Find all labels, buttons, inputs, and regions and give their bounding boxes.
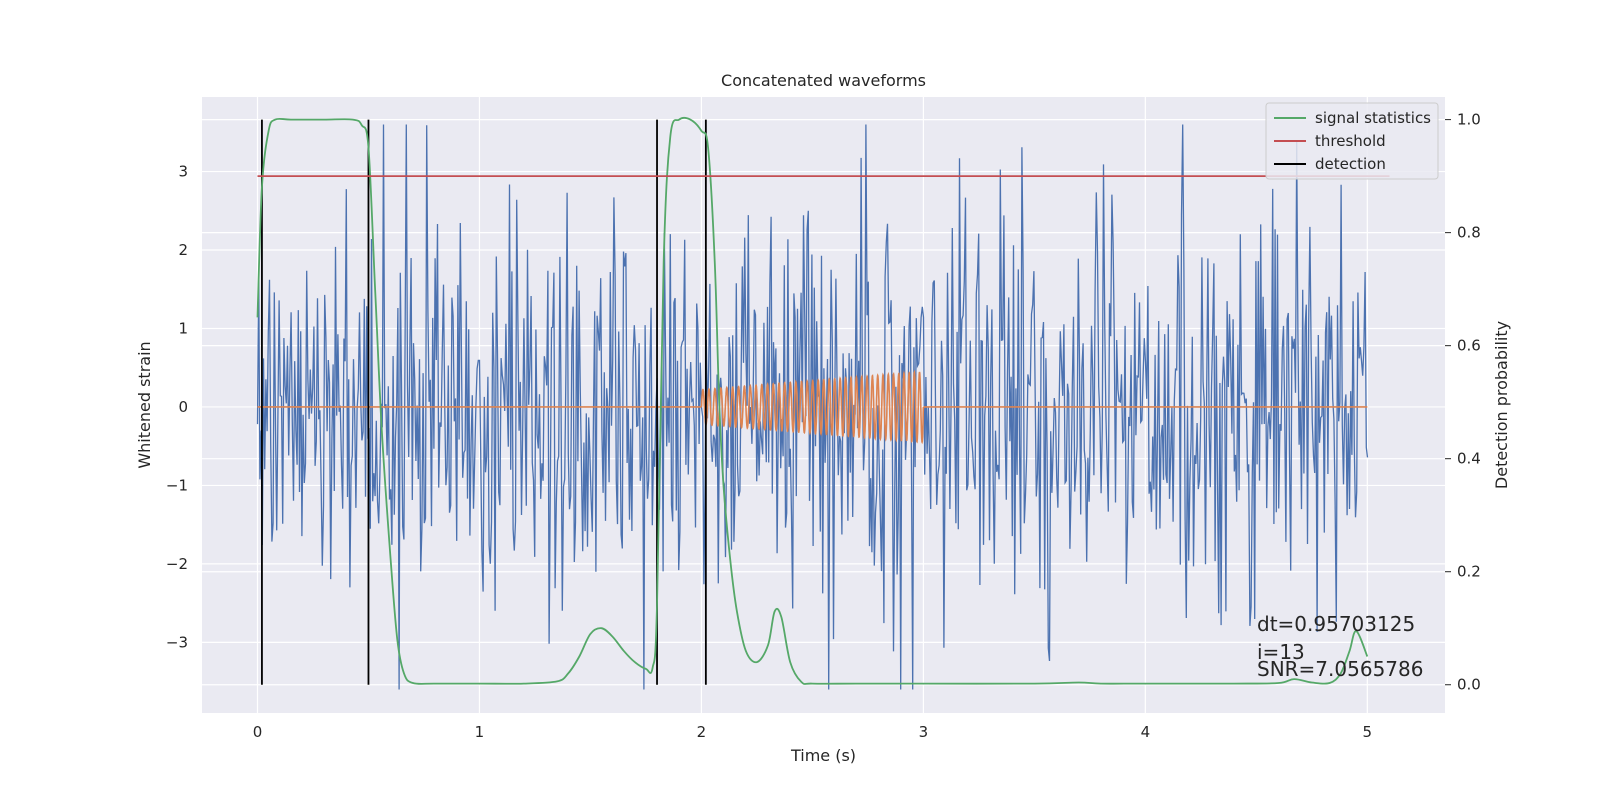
x-axis-label: Time (s): [790, 746, 856, 765]
annotation-text: SNR=7.0565786: [1257, 657, 1423, 681]
annotation-text: i=13: [1257, 640, 1305, 664]
y-right-tick-label: 0.4: [1457, 450, 1481, 468]
x-tick-label: 1: [475, 723, 485, 741]
y-tick-label: −3: [166, 633, 188, 651]
y-axis-right-label: Detection probability: [1492, 321, 1511, 489]
y-axis-label: Whitened strain: [135, 341, 154, 468]
y-tick-label: −2: [166, 555, 188, 573]
waveform-line: [700, 369, 925, 445]
legend-label: threshold: [1315, 132, 1386, 150]
y-right-tick-label: 0.6: [1457, 337, 1481, 355]
x-tick-label: 0: [253, 723, 263, 741]
signal-statistics-line: [256, 116, 1369, 685]
y-tick-label: −1: [166, 476, 188, 494]
legend-label: detection: [1315, 155, 1386, 173]
legend: signal statistics threshold detection: [1265, 102, 1439, 180]
y-right-tick-label: 0.8: [1457, 224, 1481, 242]
legend-box: [1265, 102, 1439, 180]
y-right-tick-label: 1.0: [1457, 111, 1481, 129]
y-tick-label: 0: [178, 398, 188, 416]
y-right-tick-label: 0.0: [1457, 676, 1481, 694]
x-tick-label: 2: [697, 723, 707, 741]
y-tick-label: 3: [178, 163, 188, 181]
x-tick-label: 3: [919, 723, 929, 741]
y-tick-label: 1: [178, 319, 188, 337]
axis-ticks: 0 1 2 3 4 5 −3 −2 −1 0 1 2 3 0.0 0.2 0.4 0.6 0.8 1.0: [166, 111, 1481, 741]
annotation-text: dt=0.95703125: [1257, 612, 1415, 636]
legend-label: signal statistics: [1315, 109, 1431, 127]
y-tick-label: 2: [178, 241, 188, 259]
strain-noise-line: [256, 124, 1369, 690]
x-tick-label: 4: [1141, 723, 1151, 741]
x-tick-label: 5: [1363, 723, 1373, 741]
y-right-tick-label: 0.2: [1457, 563, 1481, 581]
chart-title: Concatenated waveforms: [721, 71, 926, 90]
